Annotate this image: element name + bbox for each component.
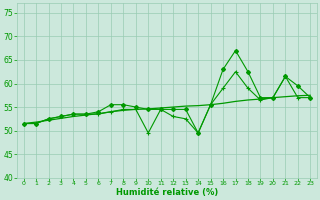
- X-axis label: Humidité relative (%): Humidité relative (%): [116, 188, 218, 197]
